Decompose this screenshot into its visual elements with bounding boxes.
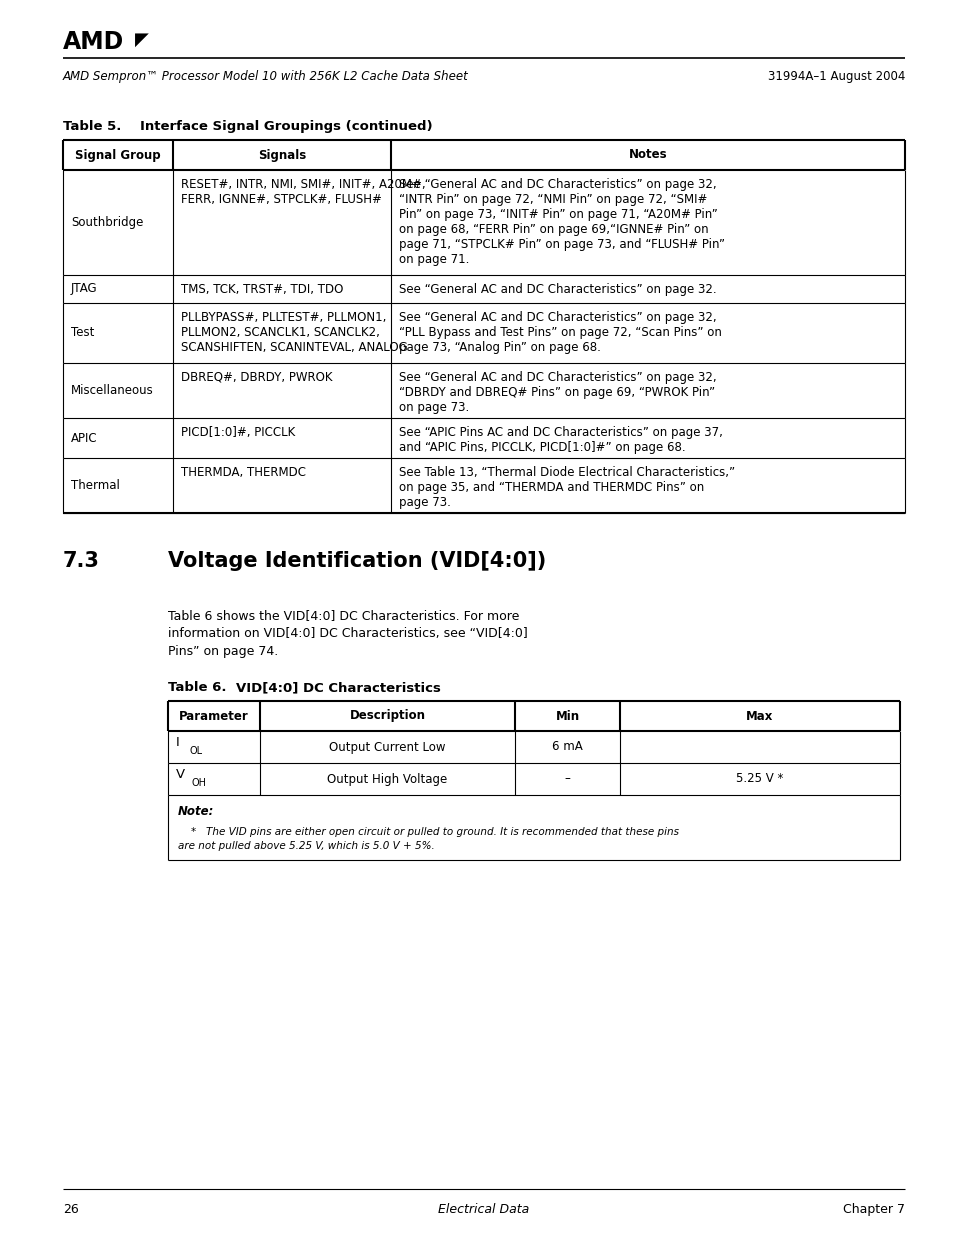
Text: DBREQ#, DBRDY, PWROK: DBREQ#, DBRDY, PWROK <box>181 370 333 384</box>
Text: Table 5.: Table 5. <box>63 120 121 133</box>
Text: Signal Group: Signal Group <box>75 148 161 162</box>
Text: See “General AC and DC Characteristics” on page 32.: See “General AC and DC Characteristics” … <box>398 283 716 296</box>
Text: 5.25 V *: 5.25 V * <box>736 773 782 785</box>
Text: *   The VID pins are either open circuit or pulled to ground. It is recommended : * The VID pins are either open circuit o… <box>178 827 679 851</box>
Text: Table 6.: Table 6. <box>168 680 226 694</box>
Text: APIC: APIC <box>71 431 97 445</box>
Text: Parameter: Parameter <box>179 709 249 722</box>
Text: AMD: AMD <box>63 30 124 54</box>
Text: Electrical Data: Electrical Data <box>438 1203 529 1216</box>
Text: Note:: Note: <box>178 805 214 818</box>
Text: PICD[1:0]#, PICCLK: PICD[1:0]#, PICCLK <box>181 426 294 438</box>
Text: THERMDA, THERMDC: THERMDA, THERMDC <box>181 466 306 479</box>
Text: V: V <box>175 767 185 781</box>
Text: Miscellaneous: Miscellaneous <box>71 384 153 396</box>
Text: Description: Description <box>349 709 425 722</box>
Text: Signals: Signals <box>257 148 306 162</box>
Text: See “APIC Pins AC and DC Characteristics” on page 37,
and “APIC Pins, PICCLK, PI: See “APIC Pins AC and DC Characteristics… <box>398 426 722 454</box>
Text: I: I <box>175 736 179 748</box>
Text: 26: 26 <box>63 1203 79 1216</box>
Text: VID[4:0] DC Characteristics: VID[4:0] DC Characteristics <box>235 680 440 694</box>
Text: Output Current Low: Output Current Low <box>329 741 445 753</box>
Text: 6 mA: 6 mA <box>552 741 582 753</box>
Text: JTAG: JTAG <box>71 283 97 295</box>
Text: Test: Test <box>71 326 94 340</box>
Text: OH: OH <box>191 778 206 788</box>
Text: See “General AC and DC Characteristics” on page 32,
“PLL Bypass and Test Pins” o: See “General AC and DC Characteristics” … <box>398 311 721 354</box>
Text: Output High Voltage: Output High Voltage <box>327 773 447 785</box>
Text: Max: Max <box>745 709 773 722</box>
Text: RESET#, INTR, NMI, SMI#, INIT#, A20M#,
FERR, IGNNE#, STPCLK#, FLUSH#: RESET#, INTR, NMI, SMI#, INIT#, A20M#, F… <box>181 178 425 206</box>
Text: Thermal: Thermal <box>71 479 120 492</box>
Text: PLLBYPASS#, PLLTEST#, PLLMON1,
PLLMON2, SCANCLK1, SCANCLK2,
SCANSHIFTEN, SCANINT: PLLBYPASS#, PLLTEST#, PLLMON1, PLLMON2, … <box>181 311 407 354</box>
Text: 31994A–1 August 2004: 31994A–1 August 2004 <box>767 70 904 83</box>
Text: ◤: ◤ <box>135 31 149 49</box>
Text: Notes: Notes <box>628 148 666 162</box>
Text: Voltage Identification (VID[4:0]): Voltage Identification (VID[4:0]) <box>168 551 546 571</box>
Text: Table 6 shows the VID[4:0] DC Characteristics. For more
information on VID[4:0] : Table 6 shows the VID[4:0] DC Characteri… <box>168 609 527 658</box>
Text: See “General AC and DC Characteristics” on page 32,
“DBRDY and DBREQ# Pins” on p: See “General AC and DC Characteristics” … <box>398 370 716 414</box>
Text: Min: Min <box>555 709 579 722</box>
Text: Chapter 7: Chapter 7 <box>842 1203 904 1216</box>
Text: Interface Signal Groupings (continued): Interface Signal Groupings (continued) <box>140 120 432 133</box>
Text: OL: OL <box>189 746 202 756</box>
Text: –: – <box>564 773 570 785</box>
Text: 7.3: 7.3 <box>63 551 100 571</box>
Text: AMD Sempron™ Processor Model 10 with 256K L2 Cache Data Sheet: AMD Sempron™ Processor Model 10 with 256… <box>63 70 468 83</box>
Text: TMS, TCK, TRST#, TDI, TDO: TMS, TCK, TRST#, TDI, TDO <box>181 283 343 296</box>
Text: See Table 13, “Thermal Diode Electrical Characteristics,”
on page 35, and “THERM: See Table 13, “Thermal Diode Electrical … <box>398 466 735 509</box>
Text: See “General AC and DC Characteristics” on page 32,
“INTR Pin” on page 72, “NMI : See “General AC and DC Characteristics” … <box>398 178 724 266</box>
Text: Southbridge: Southbridge <box>71 216 143 228</box>
